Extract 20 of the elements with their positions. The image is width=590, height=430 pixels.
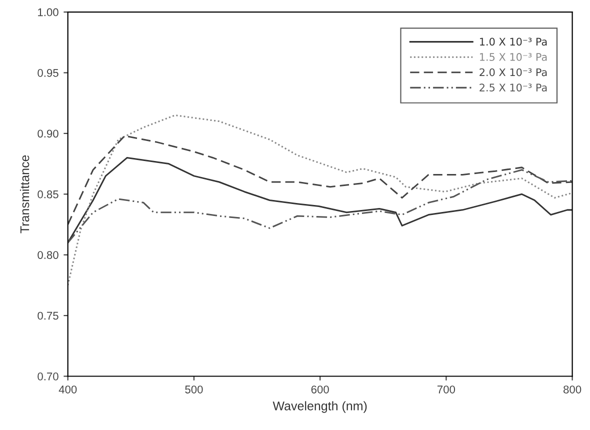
text: 1.0 X 10⁻³ Pa <box>480 38 547 46</box>
y-tick-label: 0.70 <box>38 372 58 380</box>
x-tick-label: 500 <box>185 386 203 394</box>
y-tick-label: 0.90 <box>38 130 58 138</box>
y-tick-label: 0.75 <box>38 312 58 320</box>
x-tick-label: 400 <box>58 386 77 394</box>
x-tick-label: 800 <box>564 386 582 394</box>
x-tick-label: 700 <box>437 386 456 394</box>
x-axis-title: Wavelength (nm) <box>272 401 367 413</box>
text: 1.5 X 10⁻³ Pa <box>480 53 547 61</box>
y-tick-label: 0.85 <box>38 190 58 198</box>
line-series <box>68 135 572 226</box>
y-tick-label: 1.00 <box>38 8 58 16</box>
x-tick-label: 600 <box>311 386 329 394</box>
text: 2.0 X 10⁻³ Pa <box>480 68 547 76</box>
y-axis-title: Transmittance <box>20 155 30 234</box>
text: 2.5 X 10⁻³ Pa <box>480 84 547 92</box>
y-tick-label: 0.95 <box>38 69 58 77</box>
y-tick-label: 0.80 <box>38 251 58 259</box>
line-series <box>68 114 572 286</box>
